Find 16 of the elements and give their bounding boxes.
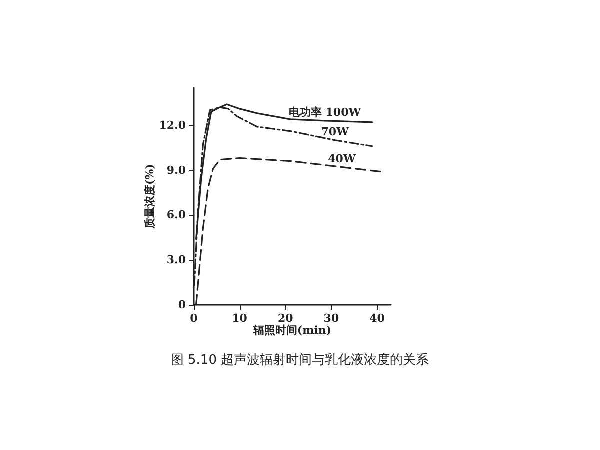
x-tick-label: 30 [324,312,340,325]
series-label: 电功率 100W [288,106,362,119]
series-label: 70W [321,125,350,138]
y-axis-title: 质量浓度(%) [143,164,156,230]
x-tick-label: 40 [370,312,386,325]
text: 图 5.10 超声波辐射时间与乳化液浓度的关系 [170,352,430,368]
x-tick-label: 20 [278,312,294,325]
y-tick-label: 9.0 [166,164,186,177]
y-tick-label: 6.0 [166,208,186,222]
x-tick-label: 10 [232,312,248,325]
x-tick-label: 0 [190,312,198,325]
series-label: 40W [328,152,356,166]
x-axis-title: 辐照时间(min) [252,324,332,337]
y-tick-label: 0 [178,298,186,312]
y-tick-label: 12.0 [159,118,186,132]
y-tick-label: 3.0 [166,254,186,267]
